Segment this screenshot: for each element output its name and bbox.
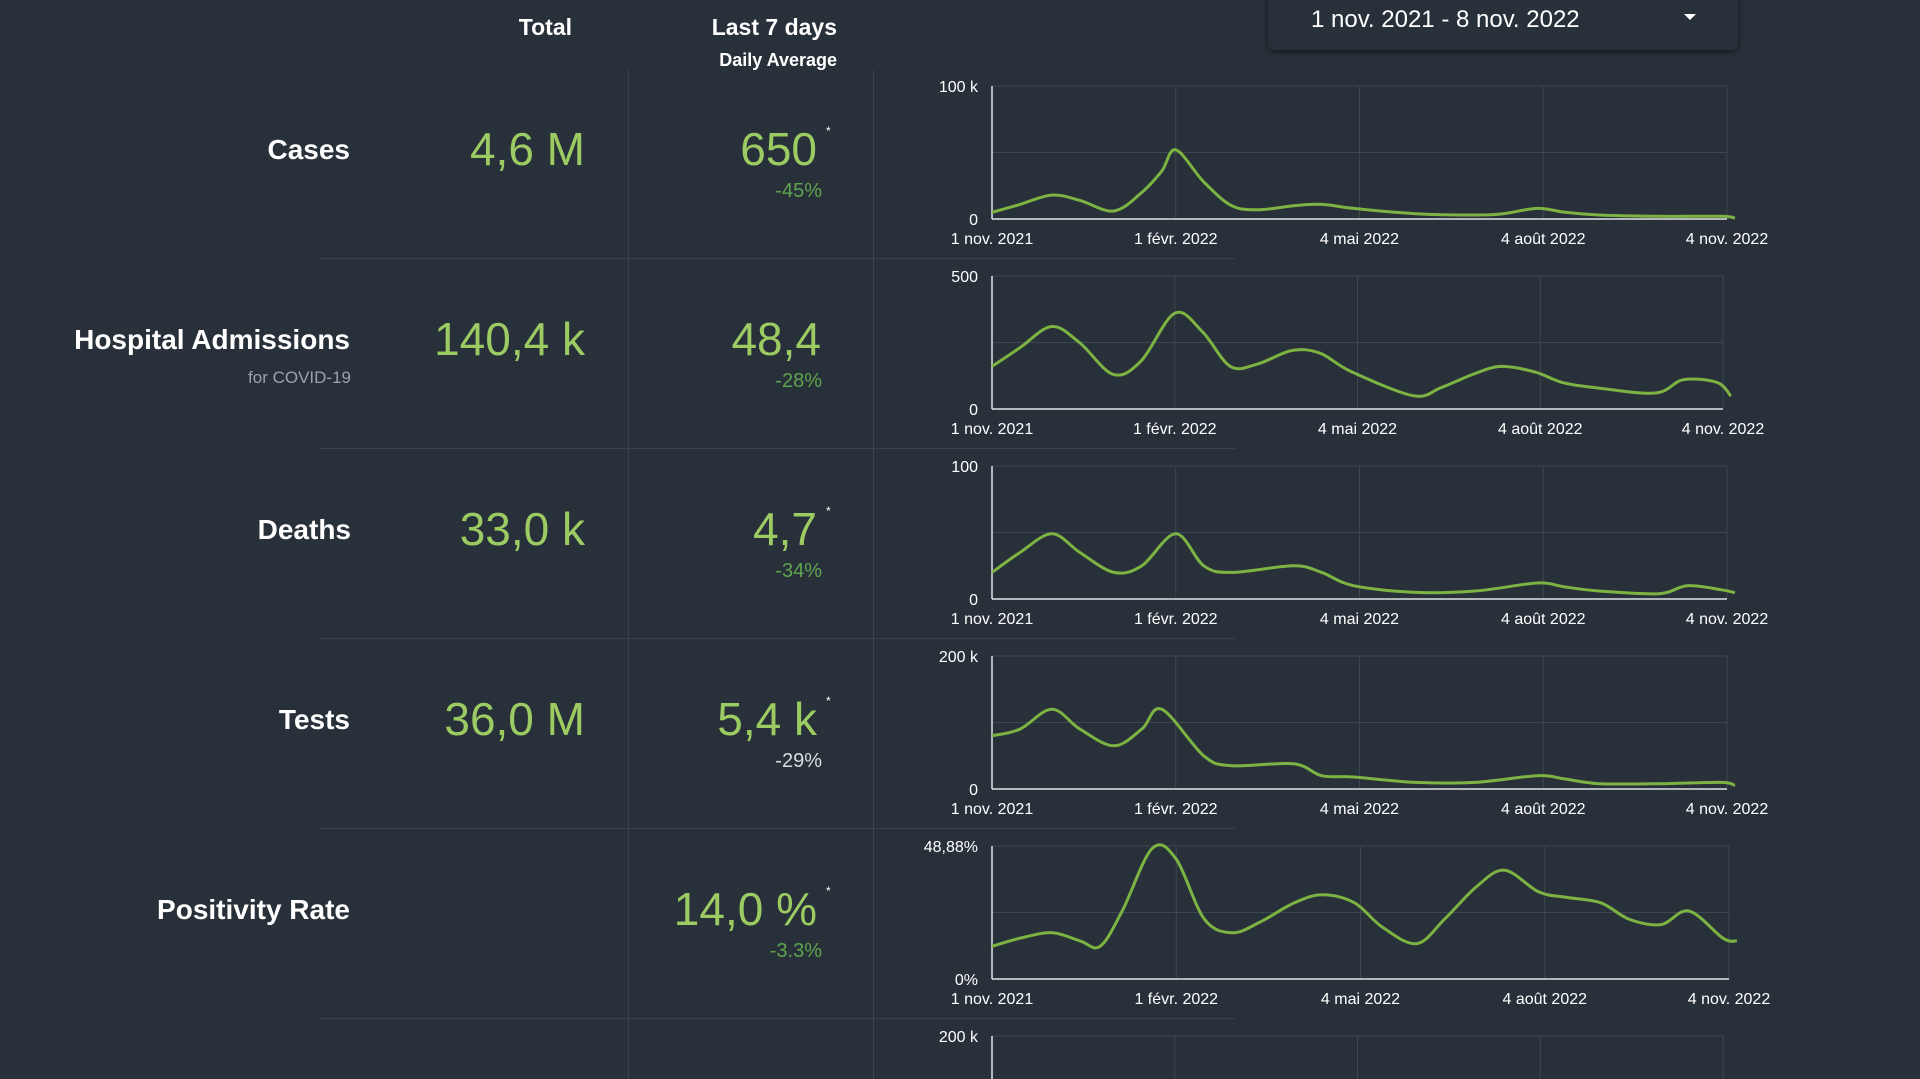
hospital-admissions-series-line — [991, 310, 1733, 398]
positivity-rate-y-tick-label: 48,88% — [924, 839, 978, 856]
deaths-x-tick-label: 4 nov. 2022 — [1686, 611, 1769, 628]
daily-average-header: Daily Average — [719, 50, 837, 70]
row-divider — [320, 828, 1235, 829]
cases-x-tick-label: 1 févr. 2022 — [1134, 231, 1218, 248]
avg-value-tests: 5,4 k — [717, 693, 817, 745]
tests-x-tick-label: 4 août 2022 — [1501, 801, 1586, 818]
footnote-star: * — [826, 504, 831, 518]
hospital-admissions-x-tick-label: 4 nov. 2022 — [1682, 421, 1765, 438]
positivity-rate-x-tick-label: 1 févr. 2022 — [1134, 991, 1218, 1008]
avg-value-cases: 650 — [740, 123, 817, 175]
hospital-admissions-x-tick-label: 1 févr. 2022 — [1133, 421, 1217, 438]
hospital-admissions-x-tick-label: 1 nov. 2021 — [951, 421, 1034, 438]
column-divider — [628, 70, 629, 1079]
avg-value-deaths: 4,7 — [753, 503, 817, 555]
chevron-down-icon — [1684, 14, 1696, 20]
hospital-admissions-x-tick-label: 4 mai 2022 — [1318, 421, 1397, 438]
total-value-cases: 4,6 M — [469, 123, 585, 175]
change-pct-positivity-rate: -3.3% — [769, 940, 822, 962]
cases-y-tick-label: 0 — [969, 212, 978, 229]
change-pct-cases: -45% — [775, 180, 822, 202]
row-divider — [320, 1018, 1235, 1019]
footnote-star: * — [826, 124, 831, 138]
metric-label-hospital-admissions: Hospital Admissions — [74, 324, 350, 355]
hospital-admissions-y-tick-label: 0 — [969, 402, 978, 419]
tests-x-tick-label: 4 nov. 2022 — [1686, 801, 1769, 818]
deaths-y-tick-label: 100 — [951, 459, 978, 476]
total-column-header: Total — [518, 14, 572, 40]
tests-x-tick-label: 4 mai 2022 — [1320, 801, 1399, 818]
metric-label-deaths: Deaths — [257, 514, 351, 545]
cases-x-tick-label: 4 août 2022 — [1501, 231, 1586, 248]
footnote-star: * — [826, 884, 831, 898]
hospital-admissions-x-tick-label: 4 août 2022 — [1498, 421, 1583, 438]
positivity-rate-x-tick-label: 1 nov. 2021 — [951, 991, 1034, 1008]
cases-y-tick-label: 100 k — [939, 79, 979, 96]
cases-series-line — [991, 148, 1736, 220]
positivity-rate-x-tick-label: 4 août 2022 — [1502, 991, 1587, 1008]
tests-y-tick-label: 0 — [969, 782, 978, 799]
deaths-series-line — [991, 532, 1736, 596]
deaths-x-tick-label: 1 nov. 2021 — [951, 611, 1034, 628]
footnote-star: * — [826, 694, 831, 708]
row-divider — [320, 448, 1235, 449]
hospital-admissions-y-tick-label: 500 — [951, 269, 978, 286]
cases-x-tick-label: 1 nov. 2021 — [951, 231, 1034, 248]
total-value-hospital-admissions: 140,4 k — [434, 313, 585, 365]
avg-value-positivity-rate: 14,0 % — [673, 883, 817, 935]
metric-label-positivity-rate: Positivity Rate — [157, 894, 350, 925]
cases-x-tick-label: 4 mai 2022 — [1320, 231, 1399, 248]
tests-y-tick-label: 200 k — [939, 649, 979, 666]
deaths-x-tick-label: 4 mai 2022 — [1320, 611, 1399, 628]
positivity-rate-x-tick-label: 4 mai 2022 — [1321, 991, 1400, 1008]
positivity-rate-x-tick-label: 4 nov. 2022 — [1688, 991, 1771, 1008]
tests-series-line — [991, 707, 1736, 787]
metric-sublabel-hospital-admissions: for COVID-19 — [248, 368, 351, 387]
avg-value-hospital-admissions: 48,4 — [731, 313, 821, 365]
metric-label-cases: Cases — [267, 134, 350, 165]
column-divider — [873, 70, 874, 1079]
tests-x-tick-label: 1 nov. 2021 — [951, 801, 1034, 818]
change-pct-deaths: -34% — [775, 560, 822, 582]
date-range-label: 1 nov. 2021 - 8 nov. 2022 — [1311, 6, 1580, 33]
deaths-y-tick-label: 0 — [969, 592, 978, 609]
tests-x-tick-label: 1 févr. 2022 — [1134, 801, 1218, 818]
deaths-x-tick-label: 4 août 2022 — [1501, 611, 1586, 628]
deaths-x-tick-label: 1 févr. 2022 — [1134, 611, 1218, 628]
cases-x-tick-label: 4 nov. 2022 — [1686, 231, 1769, 248]
total-value-tests: 36,0 M — [444, 693, 585, 745]
extra-y-tick-label: 200 k — [939, 1029, 979, 1046]
date-range-picker[interactable]: 1 nov. 2021 - 8 nov. 2022 — [1268, 0, 1738, 50]
positivity-rate-series-line — [991, 843, 1738, 950]
row-divider — [320, 638, 1235, 639]
last7-column-header: Last 7 days — [711, 14, 837, 40]
positivity-rate-y-tick-label: 0% — [955, 972, 978, 989]
total-value-deaths: 33,0 k — [459, 503, 585, 555]
change-pct-tests: -29% — [775, 750, 822, 772]
change-pct-hospital-admissions: -28% — [775, 370, 822, 392]
metric-label-tests: Tests — [278, 704, 350, 735]
row-divider — [320, 258, 1235, 259]
